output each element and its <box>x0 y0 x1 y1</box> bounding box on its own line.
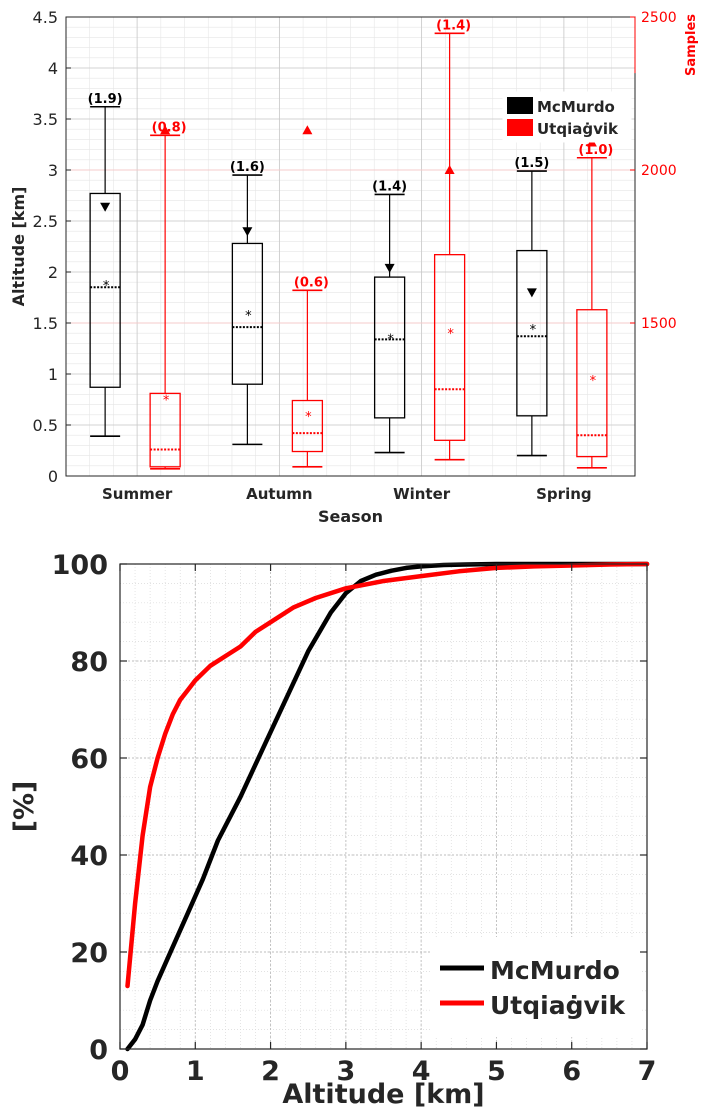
legend-label: McMurdo <box>490 956 620 985</box>
data-label: (1.0) <box>578 143 613 158</box>
y-tick-label: 0 <box>89 1035 108 1066</box>
mean-marker: * <box>163 393 170 408</box>
x-tick-label: Summer <box>102 485 173 503</box>
legend: McMurdo Utqiaġvik <box>502 91 632 143</box>
x-tick-label: 7 <box>638 1056 657 1087</box>
data-label: (1.4) <box>436 18 471 33</box>
sample-count-marker <box>160 125 171 135</box>
y2-tick-label: 2000 <box>641 163 677 179</box>
legend-label: Utqiaġvik <box>490 991 626 1020</box>
sample-count-marker <box>302 125 313 135</box>
legend-swatch <box>507 119 533 136</box>
box <box>89 192 121 388</box>
x-tick-label: Spring <box>536 485 592 503</box>
sample-count-marker <box>100 202 111 212</box>
box <box>516 249 548 417</box>
data-label: (0.8) <box>152 120 187 135</box>
mean-marker: * <box>590 374 597 389</box>
mean-marker: * <box>447 327 454 342</box>
y-axis-label: [%] <box>9 781 40 833</box>
y-tick-label: 80 <box>70 647 108 678</box>
data-label: (1.4) <box>372 179 407 194</box>
x-tick-label: 2 <box>261 1056 280 1087</box>
y-tick-label: 2 <box>48 263 58 282</box>
box <box>373 276 406 419</box>
y2-axis-label: Samples <box>684 14 699 76</box>
mean-marker: * <box>245 309 252 324</box>
y-tick-label: 2.5 <box>33 212 58 231</box>
mean-marker: * <box>530 323 537 338</box>
y-tick-label: 40 <box>70 841 108 872</box>
legend-swatch <box>507 97 533 114</box>
sample-count-marker <box>526 288 537 298</box>
y-axis-label: Altitude [km] <box>9 187 28 307</box>
legend-box <box>432 937 640 1037</box>
y-tick-label: 0 <box>48 467 58 486</box>
x-tick-label: 1 <box>186 1056 205 1087</box>
y-tick-label: 0.5 <box>33 416 58 435</box>
legend-label: McMurdo <box>537 98 615 116</box>
y2-tick-label: 1500 <box>641 316 677 332</box>
x-tick-label: 4 <box>412 1056 431 1087</box>
box <box>231 242 264 385</box>
cdf-chart: 0 20 40 60 80 100 0 1 2 3 4 5 6 7 Altitude [km] [%] McMu… <box>9 550 656 1109</box>
box <box>576 309 608 458</box>
legend: McMurdo Utqiaġvik <box>432 937 640 1037</box>
x-axis-label: Altitude [km] <box>282 1079 484 1109</box>
series-line <box>125 561 650 989</box>
sample-count-marker <box>384 263 395 273</box>
x-axis-label: Season <box>318 507 383 526</box>
data-label: (1.5) <box>514 156 549 171</box>
sample-count-marker <box>444 165 455 174</box>
box <box>433 254 466 441</box>
y-tick-label: 3.5 <box>33 110 58 129</box>
y-tick-label: 100 <box>52 550 108 581</box>
mean-marker: * <box>387 332 394 347</box>
plot-frame <box>119 563 648 1050</box>
y-tick-label: 20 <box>70 938 108 969</box>
y-tick-label: 4 <box>48 59 58 78</box>
mean-marker: * <box>103 279 110 294</box>
x-tick-label: Winter <box>393 485 451 503</box>
box-chart: * (1.9) * (1.6) * (1.4) * (1.5) * (0.8) * (0.6) * (1.… <box>9 8 699 526</box>
x-tick-label: 3 <box>336 1056 355 1087</box>
x-tick-label: 6 <box>562 1056 581 1087</box>
box <box>149 392 181 468</box>
x-tick-label: Autumn <box>246 485 312 503</box>
mean-marker: * <box>305 410 312 425</box>
y-tick-label: 4.5 <box>33 8 58 27</box>
data-label: (0.6) <box>294 275 329 290</box>
data-label: (1.9) <box>88 92 123 107</box>
y-tick-label: 3 <box>48 161 58 180</box>
x-tick-label: 5 <box>487 1056 506 1087</box>
legend-label: Utqiaġvik <box>537 120 619 138</box>
y-tick-label: 60 <box>70 744 108 775</box>
box <box>291 399 324 453</box>
plot-frame <box>65 16 636 477</box>
y2-tick-label: 2500 <box>641 10 677 26</box>
data-label: (1.6) <box>230 160 265 175</box>
y-tick-label: 1.5 <box>33 314 58 333</box>
sample-count-marker <box>242 227 253 237</box>
x-tick-label: 0 <box>111 1056 130 1087</box>
y-tick-label: 1 <box>48 365 58 384</box>
